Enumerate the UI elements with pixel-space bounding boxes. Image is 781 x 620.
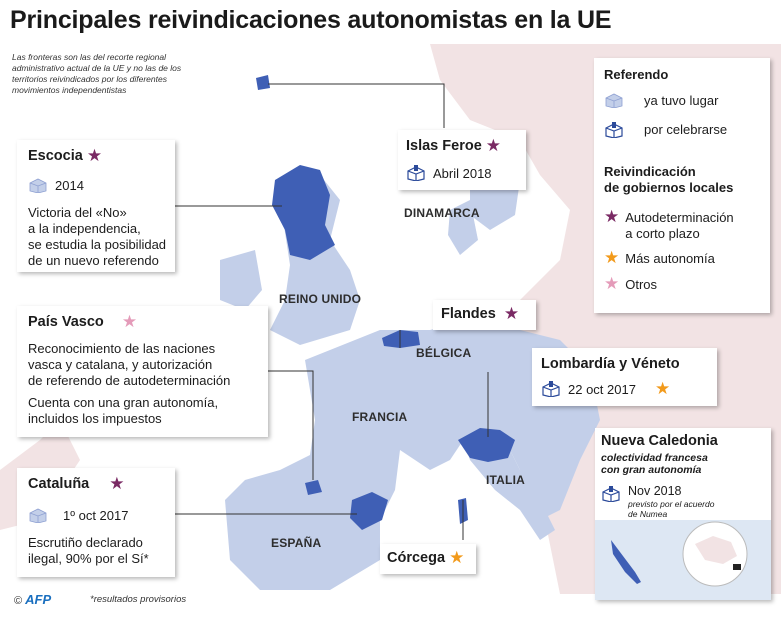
star-icon: ★ bbox=[604, 207, 620, 226]
nueva-caledonia-title: Nueva Caledonia bbox=[601, 433, 718, 449]
lombardia-card: Lombardía y Véneto 22 oct 2017 ★ bbox=[532, 348, 717, 406]
label-belgica: BÉLGICA bbox=[416, 346, 472, 360]
ballot-box-done-icon bbox=[29, 178, 47, 193]
footer-note: *resultados provisorios bbox=[90, 594, 187, 605]
label-reino-unido: REINO UNIDO bbox=[279, 292, 362, 306]
ballot-box-pending-icon bbox=[542, 381, 560, 397]
legend-por-celebrarse: por celebrarse bbox=[644, 122, 728, 137]
lombardia-title: Lombardía y Véneto bbox=[541, 356, 680, 372]
pais-vasco-text-line: Cuenta con una gran autonomía, bbox=[28, 395, 219, 410]
islas-feroe-card: Islas Feroe ★ Abril 2018 bbox=[398, 130, 526, 190]
cataluna-title: Cataluña bbox=[28, 476, 90, 492]
nueva-caledonia-date: Nov 2018 bbox=[628, 484, 682, 498]
basque-country-shape bbox=[305, 480, 322, 495]
lombardy-veneto-shape bbox=[458, 428, 515, 462]
escocia-text-line: se estudia la posibilidad bbox=[28, 237, 167, 252]
legend: Referendo ya tuvo lugar por celebrarse R… bbox=[594, 58, 770, 313]
flandes-title: Flandes bbox=[441, 306, 496, 322]
scotland-shape bbox=[272, 165, 335, 260]
cataluna-date: 1º oct 2017 bbox=[63, 508, 129, 523]
pais-vasco-text-line: de referendo de autodeterminación bbox=[28, 373, 231, 388]
cataluna-text-line: Escrutiño declarado bbox=[28, 535, 143, 550]
label-dinamarca: DINAMARCA bbox=[404, 206, 480, 220]
escocia-text-line: de un nuevo referendo bbox=[28, 253, 159, 268]
star-icon: ★ bbox=[485, 136, 502, 155]
pais-vasco-text-line: Reconocimiento de las naciones bbox=[28, 341, 216, 356]
legend-gobiernos-title: Reivindicación bbox=[604, 164, 696, 179]
escocia-title: Escocia bbox=[28, 148, 83, 164]
pais-vasco-text-line: incluidos los impuestos bbox=[28, 411, 162, 426]
pais-vasco-title: País Vasco bbox=[28, 314, 104, 330]
label-italia: ITALIA bbox=[486, 473, 525, 487]
legend-autodeterminacion: a corto plazo bbox=[625, 226, 700, 241]
legend-autodeterminacion: Autodeterminación bbox=[625, 210, 734, 225]
escocia-text-line: Victoria del «No» bbox=[28, 205, 127, 220]
star-icon: ★ bbox=[604, 248, 620, 267]
nueva-caledonia-inset-map bbox=[595, 520, 771, 600]
nueva-caledonia-note: de Numea bbox=[628, 509, 668, 519]
pais-vasco-text-line: vasca y catalana, y autorización bbox=[28, 357, 213, 372]
catalonia-shape bbox=[350, 492, 388, 530]
legend-referendo-title: Referendo bbox=[604, 67, 669, 82]
ballot-box-pending-icon bbox=[407, 165, 425, 181]
faroe-islands-shape bbox=[256, 75, 270, 90]
star-icon: ★ bbox=[449, 548, 465, 567]
nueva-caledonia-subtitle: colectividad francesa bbox=[601, 452, 708, 464]
pais-vasco-card: País Vasco ★ Reconocimiento de las nacio… bbox=[17, 306, 268, 437]
label-francia: FRANCIA bbox=[352, 410, 408, 424]
star-icon: ★ bbox=[654, 379, 671, 398]
escocia-card: Escocia ★ 2014 Victoria del «No» a la in… bbox=[17, 140, 175, 272]
star-icon: ★ bbox=[109, 474, 125, 493]
ballot-box-pending-icon bbox=[605, 122, 623, 138]
nueva-caledonia-card: Nueva Caledonia colectividad francesa co… bbox=[595, 428, 771, 600]
lombardia-date: 22 oct 2017 bbox=[568, 381, 636, 397]
nueva-caledonia-note: previsto por el acuerdo bbox=[628, 499, 715, 509]
map-note: Las fronteras son las del recorte region… bbox=[12, 52, 182, 95]
islas-feroe-title: Islas Feroe bbox=[406, 138, 482, 154]
ballot-box-pending-icon bbox=[602, 486, 620, 502]
copyright-symbol: © bbox=[14, 595, 23, 607]
star-icon: ★ bbox=[604, 274, 620, 293]
star-icon: ★ bbox=[503, 304, 520, 323]
label-espana: ESPAÑA bbox=[271, 536, 322, 550]
islas-feroe-date: Abril 2018 bbox=[433, 165, 492, 181]
star-icon: ★ bbox=[121, 312, 138, 331]
afp-logo: © AFP bbox=[14, 592, 51, 607]
legend-mas-autonomia: Más autonomía bbox=[625, 251, 715, 266]
legend-otros: Otros bbox=[625, 277, 658, 292]
agency-name: AFP bbox=[25, 592, 52, 607]
escocia-year: 2014 bbox=[55, 178, 84, 193]
legend-gobiernos-title: de gobiernos locales bbox=[604, 180, 734, 195]
cataluna-card: Cataluña ★ 1º oct 2017 Escrutiño declara… bbox=[17, 468, 175, 577]
nueva-caledonia-subtitle: con gran autonomía bbox=[601, 464, 702, 476]
ballot-box-done-icon bbox=[29, 508, 47, 523]
corcega-card: Córcega ★ bbox=[380, 544, 476, 574]
star-icon: ★ bbox=[86, 146, 103, 165]
legend-ya-tuvo: ya tuvo lugar bbox=[644, 93, 719, 108]
cataluna-text-line: ilegal, 90% por el Sí* bbox=[28, 551, 149, 566]
corcega-title: Córcega bbox=[387, 550, 446, 566]
page-title: Principales reivindicaciones autonomista… bbox=[10, 6, 612, 34]
flanders-shape bbox=[382, 330, 420, 348]
flandes-card: Flandes ★ bbox=[433, 300, 536, 330]
escocia-text-line: a la independencia, bbox=[28, 221, 141, 236]
ballot-box-done-icon bbox=[605, 93, 623, 108]
